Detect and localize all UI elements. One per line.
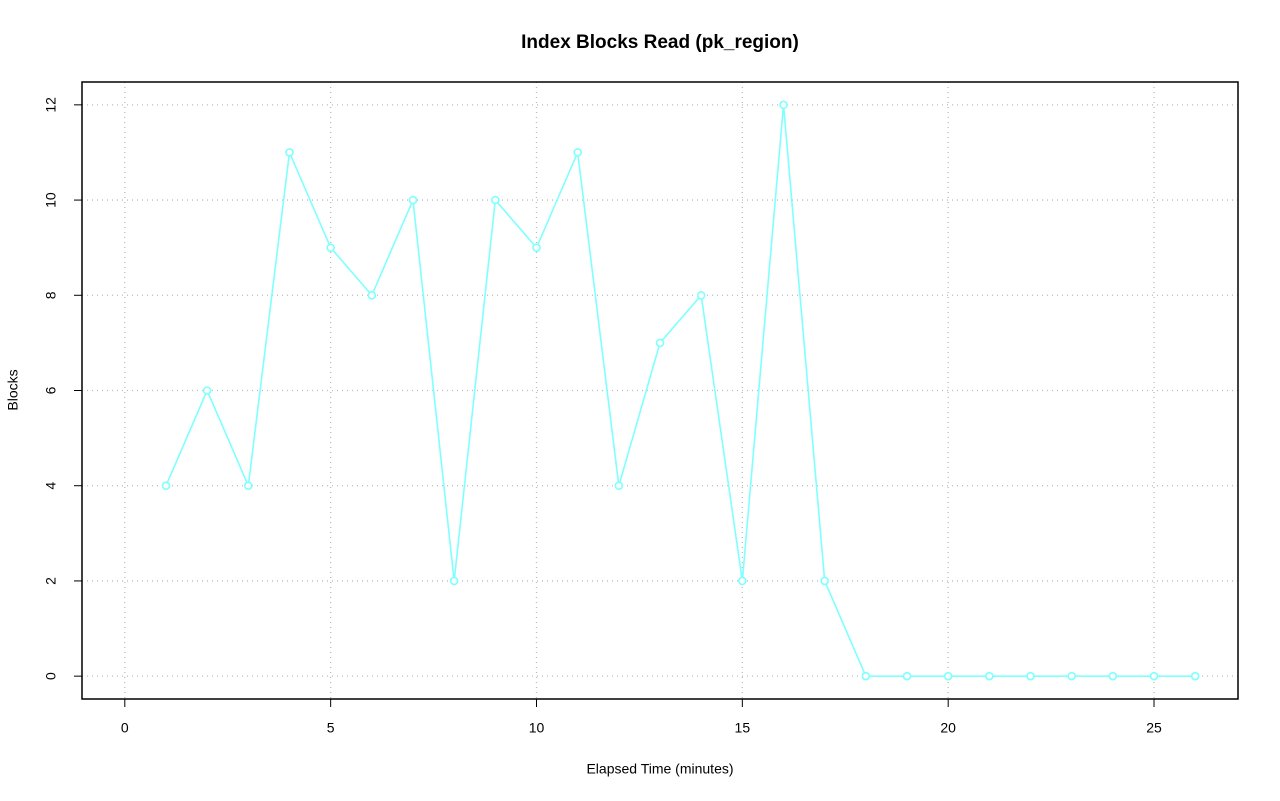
y-tick-label: 12	[43, 97, 59, 113]
x-tick-label: 20	[940, 720, 956, 736]
data-point	[1067, 671, 1076, 681]
data-point	[614, 481, 624, 491]
data-point	[573, 148, 582, 157]
y-tick-label: 8	[43, 291, 59, 299]
data-point	[1108, 671, 1118, 681]
data-point	[161, 481, 171, 491]
x-tick-label: 15	[735, 720, 751, 736]
data-point	[1190, 671, 1200, 681]
y-tick-label: 10	[43, 192, 59, 208]
data-line	[165, 104, 1196, 677]
data-point	[820, 576, 829, 586]
x-tick-label: 25	[1146, 720, 1162, 736]
y-axis-label: Blocks	[5, 369, 21, 410]
data-point	[902, 671, 912, 681]
data-point	[1149, 671, 1159, 681]
data-point	[943, 671, 953, 681]
data-point	[738, 576, 747, 586]
x-axis-label: Elapsed Time (minutes)	[586, 761, 733, 777]
x-tick-label: 0	[121, 720, 129, 736]
x-tick-label: 10	[529, 720, 545, 736]
x-tick-label: 5	[327, 720, 335, 736]
data-point	[491, 195, 500, 205]
y-tick-label: 6	[43, 386, 59, 394]
y-tick-label: 4	[43, 482, 59, 490]
data-point	[326, 243, 335, 252]
data-point	[285, 148, 294, 157]
data-point	[985, 671, 994, 681]
data-point	[202, 386, 212, 395]
data-point	[244, 481, 253, 491]
chart-title: Index Blocks Read (pk_region)	[521, 32, 799, 53]
plot-frame	[81, 81, 1239, 700]
data-point	[449, 576, 459, 586]
y-tick-label: 2	[43, 577, 59, 585]
data-point	[779, 100, 788, 110]
y-tick-label: 0	[43, 672, 59, 680]
data-point	[696, 290, 706, 300]
data-point	[408, 195, 418, 205]
data-point	[655, 338, 665, 348]
data-point	[532, 243, 541, 252]
data-point	[861, 671, 871, 681]
data-point	[1026, 671, 1035, 681]
data-point	[367, 290, 377, 300]
